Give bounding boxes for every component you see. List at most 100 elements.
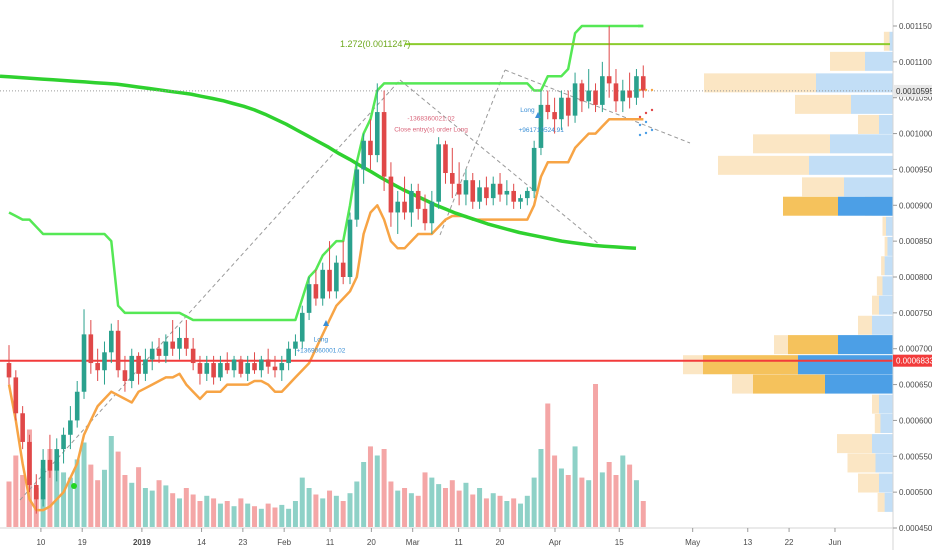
candle-body <box>374 112 380 156</box>
volume-profile-strong-a <box>703 355 798 375</box>
candle-body <box>456 183 462 195</box>
trade-annotation: Long <box>520 107 535 114</box>
x-tick-label: Jun <box>829 538 842 547</box>
volume-profile-row-b <box>884 256 893 276</box>
x-tick-label: 23 <box>238 538 247 547</box>
volume-bar <box>170 493 176 527</box>
candle-body <box>579 83 585 102</box>
candle-body <box>156 348 162 356</box>
candle-body <box>33 484 39 500</box>
volume-bar <box>483 498 489 527</box>
volume-bar <box>449 480 455 527</box>
last-price-label: 0.0010595 <box>896 87 932 96</box>
candle-body <box>265 359 271 367</box>
candle-body <box>40 459 46 500</box>
volume-bar <box>518 503 523 527</box>
volume-profile-row-b <box>884 492 893 512</box>
trendline-dashed <box>439 69 506 236</box>
volume-bar <box>95 480 101 527</box>
candle-body <box>340 262 346 277</box>
candle-body <box>565 97 571 116</box>
candle-body <box>54 449 60 471</box>
candle-body <box>422 208 428 224</box>
x-tick-label: Mar <box>406 538 420 547</box>
volume-bar <box>422 472 428 527</box>
signal-dot <box>71 483 77 489</box>
volume-bar <box>477 488 483 527</box>
candle-body <box>381 112 387 177</box>
volume-profile-row-b <box>872 315 893 335</box>
trade-annotation: Long <box>314 337 329 344</box>
volume-profile-row-a <box>718 155 809 175</box>
candle-body <box>354 169 360 220</box>
volume-bar <box>258 508 264 527</box>
volume-bar <box>204 495 210 527</box>
volume-bar <box>333 495 339 527</box>
volume-bar <box>361 462 367 527</box>
volume-profile-row-b <box>872 434 893 454</box>
volume-bar <box>129 482 135 527</box>
fib-level-label: 1.272(0.0011247) <box>340 39 410 49</box>
candle-body <box>327 269 332 292</box>
candle-body <box>177 337 182 349</box>
volume-profile-strong-b <box>838 335 893 355</box>
volume-bar <box>490 493 496 527</box>
volume-bar <box>183 488 189 527</box>
trade-annotation: Close entry(s) order Long <box>394 126 468 133</box>
candle-body <box>115 330 121 371</box>
volume-bar <box>415 495 421 527</box>
forecast-dot <box>638 115 642 119</box>
candle-body <box>463 180 469 195</box>
x-tick-label: 22 <box>785 538 794 547</box>
forecast-dot <box>650 108 654 112</box>
candle-body <box>450 173 455 184</box>
volume-bar <box>67 477 73 527</box>
volume-bar <box>456 490 462 527</box>
candle-body <box>129 355 135 381</box>
volume-bar <box>572 446 578 527</box>
x-tick-label: 10 <box>36 538 45 547</box>
candle-body <box>490 183 496 199</box>
volume-profile-row-b <box>879 114 893 134</box>
volume-bar <box>81 442 87 527</box>
volume-bar <box>108 436 114 527</box>
volume-bar <box>599 472 605 527</box>
volume-profile-row-b <box>844 177 893 197</box>
candle-body <box>279 363 285 371</box>
candle-body <box>334 262 339 292</box>
candle-body <box>61 434 66 450</box>
candle-body <box>136 355 141 374</box>
volume-profile-row-b <box>886 216 893 236</box>
volume-bar <box>593 384 599 527</box>
volume-profile-row-b <box>879 394 893 414</box>
forecast-dot <box>638 88 642 92</box>
candle-body <box>586 90 591 102</box>
candle-body <box>293 341 298 349</box>
volume-bar <box>545 403 551 527</box>
candle-body <box>504 190 510 195</box>
x-tick-label: 11 <box>454 538 463 547</box>
volume-bar <box>408 493 414 527</box>
volume-bar <box>306 488 312 527</box>
volume-bar <box>238 498 244 527</box>
candle-body <box>484 187 489 199</box>
x-tick-label: 14 <box>197 538 206 547</box>
volume-bar <box>340 501 346 527</box>
candle-body <box>409 190 414 213</box>
forecast-dot <box>650 128 654 132</box>
volume-bar <box>20 475 26 527</box>
x-tick-label: Apr <box>549 538 562 547</box>
volume-bar <box>511 498 517 527</box>
volume-bar <box>320 498 326 527</box>
support-price-label: 0.0006833 <box>896 357 932 366</box>
candle-body <box>231 359 237 371</box>
volume-bar <box>524 495 530 527</box>
volume-bar <box>13 455 19 527</box>
support-price-badge <box>893 354 932 367</box>
